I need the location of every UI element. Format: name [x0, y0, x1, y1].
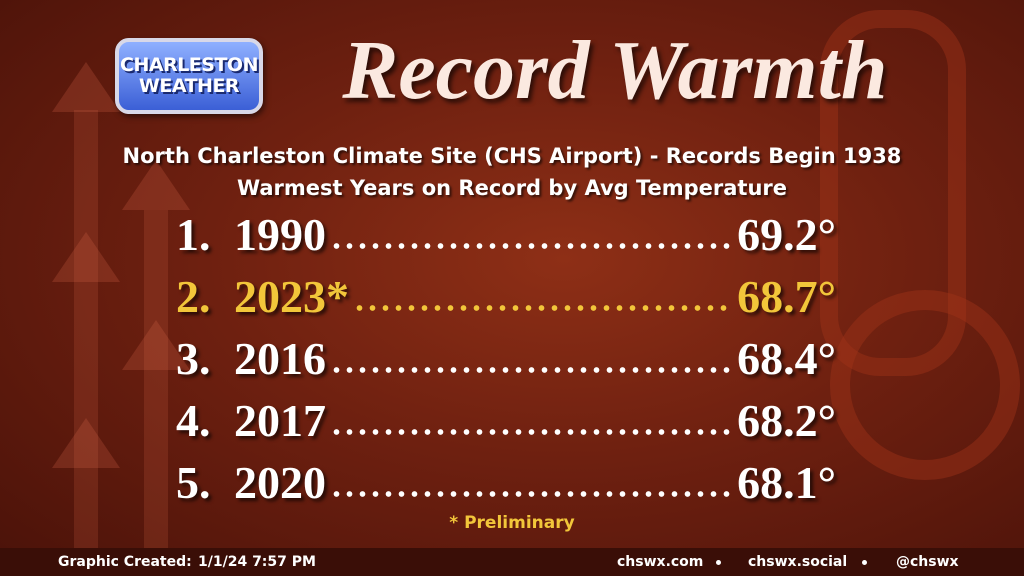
- temperature: 69.2°: [737, 209, 836, 260]
- note: * Preliminary: [449, 513, 575, 533]
- year: 2017: [234, 395, 326, 446]
- rank: 1.: [176, 209, 211, 260]
- footer: Graphic Created: 1/1/24 7:57 PM chswx.co…: [0, 548, 1024, 576]
- subtitle: North Charleston Climate Site (CHS Airpo…: [122, 144, 902, 168]
- temperature: 68.4°: [737, 333, 836, 384]
- decor: [52, 418, 120, 468]
- separator: [716, 560, 721, 565]
- temperature: 68.7°: [737, 271, 836, 322]
- footer-link: chswx.social: [748, 554, 848, 570]
- footer-timestamp: 1/1/24 7:57 PM: [198, 554, 316, 570]
- record-row: 1. 1990 69.2°: [176, 208, 836, 264]
- year: 2016: [234, 333, 326, 384]
- rank: 2.: [176, 271, 211, 322]
- record-row: 5. 2020 68.1°: [176, 456, 836, 512]
- logo: CHARLESTON WEATHER: [115, 38, 263, 114]
- year: 2020: [234, 457, 326, 508]
- logo-text: WEATHER: [138, 75, 240, 97]
- footer-link: chswx.com: [617, 554, 704, 570]
- footer-label: Graphic Created:: [58, 554, 192, 570]
- record-row: 3. 2016 68.4°: [176, 332, 836, 388]
- year: 1990: [234, 209, 326, 260]
- leader: [353, 304, 734, 312]
- decor: [144, 210, 168, 576]
- decor: [52, 62, 120, 112]
- leader: [330, 490, 734, 498]
- logo-text: CHARLESTON: [120, 54, 258, 76]
- temperature: 68.1°: [737, 457, 836, 508]
- rank: 4.: [176, 395, 211, 446]
- footer-link: @chswx: [896, 554, 959, 570]
- decor: [122, 320, 190, 370]
- rank: 5.: [176, 457, 211, 508]
- leader: [330, 242, 734, 250]
- record-row: 4. 2017 68.2°: [176, 394, 836, 450]
- temperature: 68.2°: [737, 395, 836, 446]
- rank: 3.: [176, 333, 211, 384]
- record-row: 2. 2023* 68.7°: [176, 270, 836, 326]
- separator: [862, 560, 867, 565]
- decor: [74, 110, 98, 576]
- decor: [122, 160, 190, 210]
- title: Record Warmth: [342, 24, 888, 117]
- leader: [330, 366, 734, 374]
- subtitle: Warmest Years on Record by Avg Temperatu…: [236, 176, 788, 200]
- year: 2023*: [234, 271, 349, 322]
- decor: [52, 232, 120, 282]
- leader: [330, 428, 734, 436]
- decor: [830, 290, 1020, 480]
